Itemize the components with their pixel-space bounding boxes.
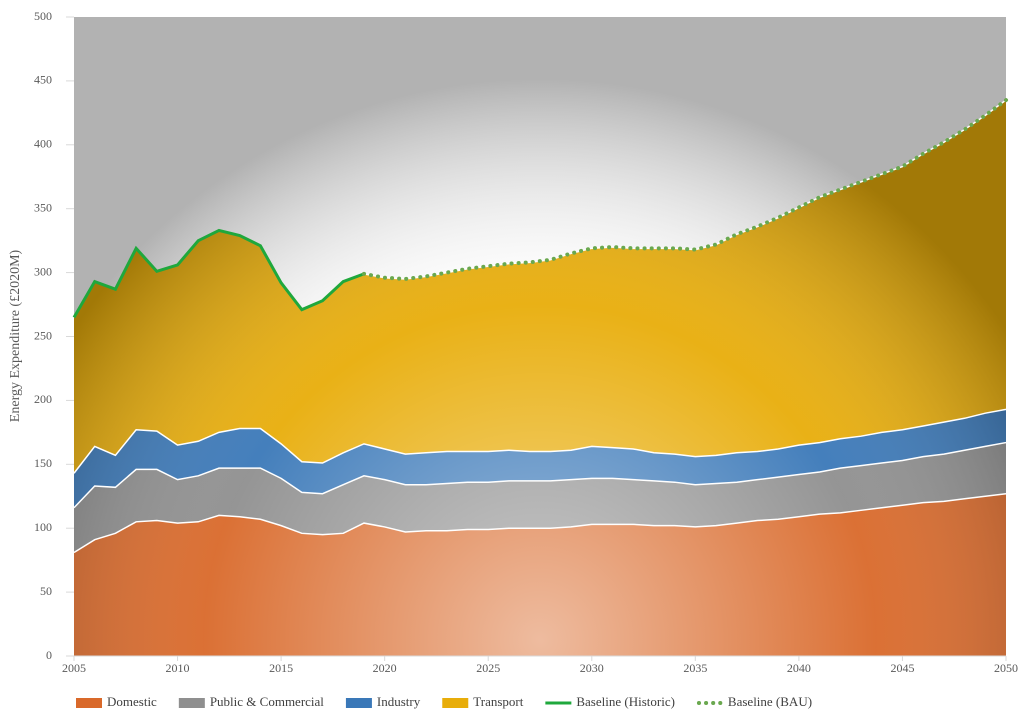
x-tick-label: 2020	[373, 661, 397, 675]
x-tick-label: 2045	[890, 661, 914, 675]
line	[361, 98, 1008, 281]
x-tick-label: 2025	[476, 661, 500, 675]
legend-label: Baseline (Historic)	[576, 694, 675, 709]
line	[72, 228, 365, 319]
y-tick-label: 150	[34, 456, 52, 470]
legend-label: Transport	[473, 694, 523, 709]
area-edge	[73, 408, 1007, 474]
y-tick-label: 0	[46, 648, 52, 662]
x-tick-label: 2050	[994, 661, 1018, 675]
legend-label: Public & Commercial	[210, 694, 324, 709]
y-tick-label: 200	[34, 392, 52, 406]
y-tick-label: 300	[34, 264, 52, 278]
y-tick-label: 100	[34, 520, 52, 534]
axes: 0 50 100 150 200 250 300 350 400 450 500 2005 2010 20…	[34, 9, 1018, 675]
legend-swatch	[345, 698, 372, 708]
legend-label: Baseline (BAU)	[728, 694, 812, 709]
x-tick-label: 2030	[580, 661, 604, 675]
legend-label: Domestic	[107, 694, 157, 709]
x-tick-label: 2040	[787, 661, 811, 675]
y-tick-label: 450	[34, 73, 52, 87]
legend-swatch	[178, 698, 205, 708]
legend-swatch	[442, 698, 469, 708]
area	[74, 100, 1006, 474]
area-edge	[73, 441, 1007, 509]
lines	[72, 98, 1008, 319]
x-tick-label: 2005	[62, 661, 86, 675]
areas	[74, 100, 1006, 656]
grid	[66, 16, 74, 657]
x-tick-label: 2015	[269, 661, 293, 675]
area-edge	[73, 492, 1007, 554]
y-tick-label: 350	[34, 200, 52, 214]
x-tick-label: 2010	[166, 661, 190, 675]
legend-label: Industry	[377, 694, 421, 709]
y-tick-label: 50	[40, 584, 52, 598]
legend: Domestic Public & Commercial Industry Trans…	[76, 694, 812, 709]
y-tick-label: 500	[34, 9, 52, 23]
x-tick-label: 2035	[683, 661, 707, 675]
legend-swatch	[76, 698, 102, 708]
y-tick-label: 250	[34, 328, 52, 342]
y-axis-label: Energy Expenditure (£2020M)	[8, 249, 23, 422]
y-tick-label: 400	[34, 137, 52, 151]
